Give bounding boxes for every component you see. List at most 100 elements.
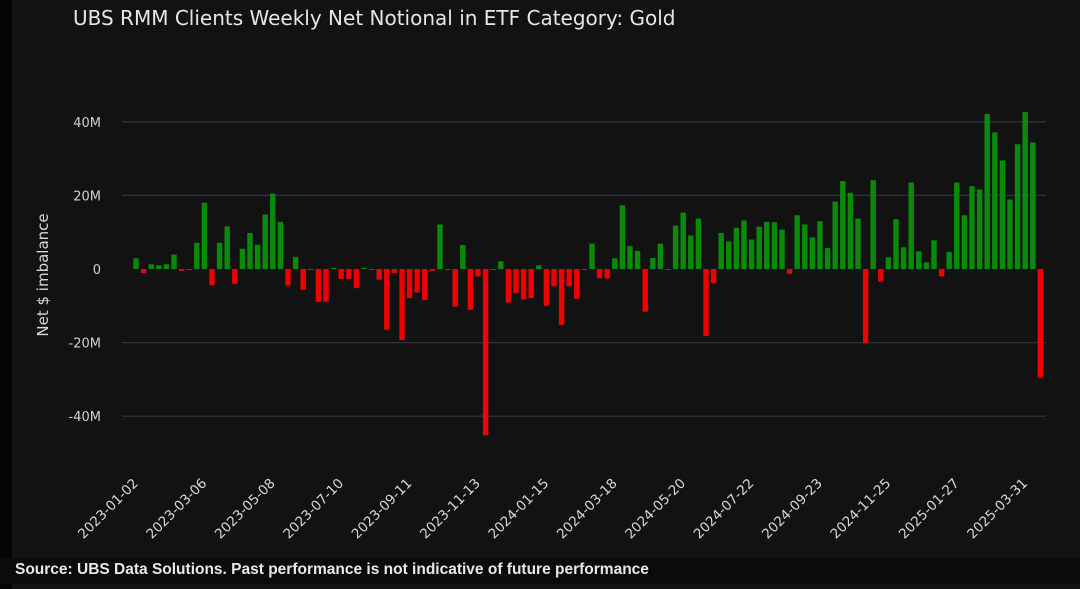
bar-negative — [665, 269, 671, 270]
bar-negative — [300, 269, 306, 290]
bar-positive — [1014, 144, 1021, 269]
x-tick-label: 2023-05-08 — [212, 476, 279, 543]
bar-positive — [1022, 111, 1028, 269]
bar-positive — [292, 256, 299, 269]
bar-positive — [239, 248, 246, 269]
bar-positive — [748, 239, 755, 269]
x-tick-labels: 2023-01-02 2023-03-06 2023-05-08 2023-07-10… — [75, 476, 1031, 543]
bar-negative — [878, 269, 884, 282]
bar-positive — [156, 265, 162, 269]
bar-positive — [619, 205, 626, 269]
bar-positive — [802, 224, 808, 269]
bar-negative — [140, 269, 147, 274]
y-tick-label: 0 — [93, 263, 101, 278]
bar-negative — [209, 269, 215, 286]
bar-positive — [612, 258, 618, 269]
bar-positive — [133, 258, 139, 269]
bar-positive — [680, 212, 686, 269]
bar-positive — [171, 254, 177, 269]
bar-negative — [862, 269, 869, 344]
bar-positive — [954, 182, 960, 269]
bar-negative — [566, 269, 572, 287]
y-axis-label: Net $ imbalance — [34, 213, 52, 336]
bar-negative — [323, 269, 329, 302]
y-tick-label: -20M — [69, 337, 101, 352]
footer: Source: UBS Data Solutions. Past perform… — [0, 558, 1080, 584]
y-tick-label: -40M — [69, 410, 101, 425]
y-tick-labels: 40M 20M 0 -20M -40M — [69, 116, 101, 425]
x-tick-label: 2024-01-15 — [485, 476, 552, 543]
x-tick-label: 2024-07-22 — [691, 476, 758, 543]
bar-positive — [946, 252, 952, 269]
bar-positive — [999, 160, 1006, 269]
bar-negative — [558, 269, 565, 325]
bar-negative — [186, 269, 192, 271]
bar-negative — [315, 269, 322, 302]
bar-negative — [368, 269, 375, 270]
x-tick-label: 2025-01-27 — [896, 476, 963, 543]
bar-negative — [391, 269, 398, 274]
bar-positive — [984, 114, 990, 270]
bar-positive — [976, 189, 983, 269]
bar-positive — [695, 218, 702, 269]
bar-positive — [764, 221, 770, 269]
gridlines — [122, 121, 1046, 417]
bar-negative — [475, 269, 481, 277]
bar-positive — [916, 251, 922, 269]
bar-positive — [756, 226, 762, 269]
x-tick-label: 2023-11-13 — [417, 476, 484, 543]
x-tick-label: 2025-03-31 — [964, 476, 1031, 543]
bar-negative — [528, 269, 534, 299]
bar-positive — [817, 221, 823, 269]
bar-positive — [992, 132, 998, 269]
bar-negative — [786, 269, 793, 274]
bar-positive — [262, 214, 268, 269]
bar-positive — [224, 226, 230, 269]
bar-positive — [726, 241, 732, 269]
bar-positive — [498, 261, 504, 269]
bar-negative — [399, 269, 405, 341]
bar-negative — [938, 269, 945, 277]
bar-positive — [923, 262, 930, 269]
bar-positive — [634, 250, 641, 269]
bar-negative — [384, 269, 390, 330]
bar-negative — [574, 269, 580, 299]
bar-positive — [201, 202, 208, 269]
x-tick-label: 2024-03-18 — [554, 476, 621, 543]
bar-positive — [969, 186, 975, 269]
bar-positive — [536, 265, 542, 269]
source-note: Source: UBS Data Solutions. Past perform… — [15, 561, 649, 578]
bar-negative — [444, 269, 451, 271]
bar-positive — [733, 227, 740, 269]
bar-positive — [885, 257, 892, 269]
bar-positive — [847, 192, 854, 269]
x-tick-label: 2024-05-20 — [622, 476, 689, 543]
bar-negative — [604, 269, 610, 279]
bar-negative — [551, 269, 557, 287]
bar-positive — [908, 182, 914, 269]
bar-negative — [467, 269, 474, 310]
bar-positive — [277, 221, 284, 269]
bar-positive — [270, 193, 276, 269]
bar-positive — [931, 240, 937, 269]
bar-negative — [338, 269, 344, 279]
bar-positive — [870, 180, 876, 269]
bar-negative — [596, 269, 603, 279]
y-tick-label: 40M — [73, 116, 101, 131]
x-tick-label: 2023-07-10 — [280, 476, 347, 543]
bar-positive — [589, 243, 595, 269]
bar-negative — [642, 269, 648, 312]
bar-positive — [657, 243, 664, 269]
bar-positive — [840, 181, 846, 269]
bar-negative — [490, 269, 496, 270]
bar-negative — [232, 269, 238, 284]
bar-positive — [361, 267, 367, 269]
bar-negative — [414, 269, 420, 293]
bar-positive — [330, 268, 337, 269]
bar-negative — [543, 269, 550, 306]
bar-negative — [710, 269, 717, 283]
bars — [133, 111, 1044, 436]
bar-positive — [1007, 199, 1013, 269]
